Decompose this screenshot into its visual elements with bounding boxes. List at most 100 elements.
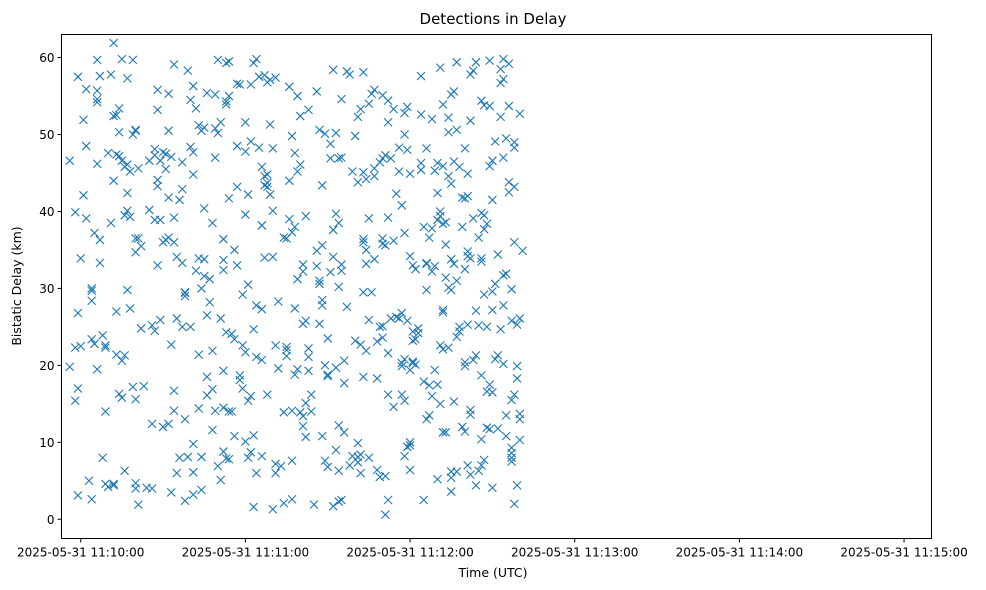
data-point [293,364,302,374]
y-tick-label: 20 [39,359,54,373]
data-point [131,394,140,404]
data-point [471,57,481,67]
data-point [408,260,418,270]
data-point [81,214,91,223]
data-point [246,80,256,89]
data-point [345,70,355,79]
data-point [84,476,94,486]
data-point [509,390,519,399]
data-point [243,396,253,406]
data-point [128,130,138,139]
data-point [482,322,492,332]
data-point [293,167,302,176]
data-point [210,406,220,416]
data-point [353,177,363,187]
y-axis: 0 10 20 30 40 50 60 [39,51,62,527]
data-point [232,141,242,151]
data-point [169,213,179,223]
data-point [372,374,382,383]
data-point [164,193,173,203]
data-point [441,217,451,227]
data-point [153,260,162,270]
data-point [394,314,404,323]
data-point [433,474,442,484]
data-point [221,327,231,337]
data-point [452,57,462,67]
data-point [471,350,481,360]
data-point [161,164,171,174]
data-point [304,344,313,353]
data-point [219,366,228,376]
data-point [477,434,486,444]
data-point [109,111,119,121]
data-point [183,452,193,462]
data-point [246,391,256,401]
data-point [238,340,248,350]
data-point [479,455,489,465]
data-point [304,352,313,362]
data-point [188,170,198,179]
data-point [331,445,341,455]
data-point [402,316,412,326]
data-point [158,147,168,157]
data-point [79,115,88,125]
data-point [350,131,360,141]
data-point [477,254,486,263]
data-point [260,171,269,181]
x-tick-label: 2025-05-31 11:13:00 [511,546,638,560]
data-point [416,71,426,81]
data-point [345,461,355,470]
data-point [284,82,294,92]
data-point [95,258,105,268]
data-point [509,499,519,509]
data-point [452,467,462,476]
data-point [466,70,475,79]
data-point [191,266,201,276]
data-point [400,130,409,139]
data-point [282,342,291,352]
data-point [326,267,335,277]
data-point [416,165,426,175]
data-point [457,193,467,203]
data-point [397,200,407,210]
data-point [219,234,228,244]
data-point [243,190,253,199]
data-point [219,255,228,265]
data-point [457,422,467,432]
data-point [95,71,105,81]
data-point [298,421,308,431]
data-point [169,237,179,247]
data-point [446,487,456,496]
data-point [131,484,140,493]
data-point [265,75,275,85]
data-point [383,213,393,223]
data-point [246,137,256,146]
data-point [268,206,278,216]
chart-title: Detections in Delay [420,10,567,28]
data-point [337,495,346,505]
data-point [221,100,231,109]
data-point [463,169,473,179]
data-point [356,450,366,460]
data-point [169,60,179,69]
data-point [334,420,344,430]
data-point [383,96,393,106]
data-point [95,235,105,245]
data-point [397,361,407,371]
data-point [279,233,289,243]
data-point [496,112,506,122]
data-point [512,320,522,329]
data-point [262,182,272,192]
data-point [512,481,522,490]
data-point [323,334,333,343]
data-point [328,252,338,262]
data-point [238,384,248,393]
data-point [427,391,437,401]
data-point [372,465,382,475]
data-point [455,162,464,172]
data-point [397,358,407,368]
data-point [383,390,393,399]
data-point [298,267,308,276]
data-point [460,427,470,436]
data-point [287,494,297,504]
